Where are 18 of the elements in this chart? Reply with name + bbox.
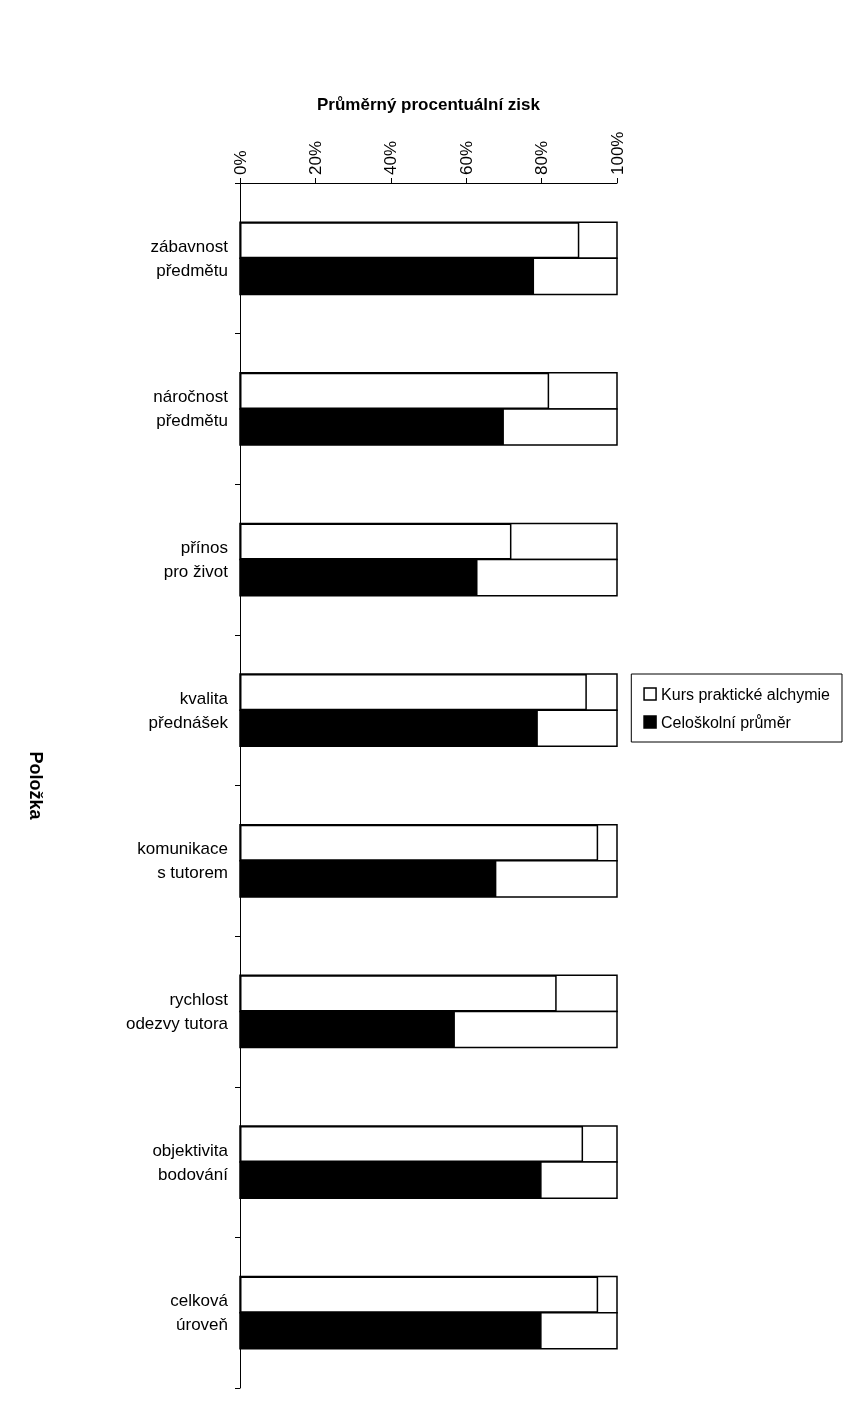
- y-tick-label: rychlost odezvy tutora: [125, 989, 229, 1033]
- x-axis-title: Průměrný procentuální zisk: [317, 95, 541, 114]
- x-tick-label: 40%: [381, 140, 401, 175]
- y-tick-label: zábavnost předmětu: [150, 236, 229, 280]
- y-tick-label: náročnost předmětu: [153, 387, 229, 431]
- y-tick-label: kvalita přednášek: [148, 688, 229, 732]
- x-tick-label: 60%: [456, 140, 476, 175]
- y-tick-label: přínos pro život: [163, 538, 229, 582]
- x-tick-label: 80%: [532, 140, 552, 175]
- legend-label: Kurs praktické alchymie: [661, 685, 831, 703]
- x-tick-label: 100%: [607, 131, 627, 175]
- x-tick-label: 20%: [305, 140, 325, 175]
- x-tick-label: 0%: [230, 150, 250, 175]
- y-tick-label: komunikace s tutorem: [137, 839, 228, 883]
- y-tick-label: objektivita bodování: [152, 1140, 229, 1184]
- legend-label: Celoškolní průměr: [661, 713, 792, 731]
- y-axis-title: Položka: [26, 751, 46, 821]
- y-tick-label: celková úroveň: [170, 1291, 229, 1335]
